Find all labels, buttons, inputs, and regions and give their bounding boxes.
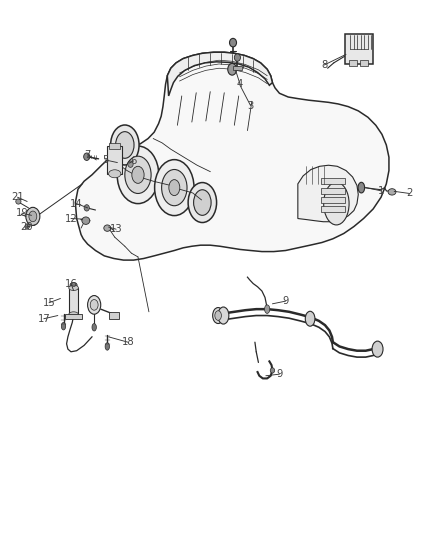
Text: 20: 20 bbox=[20, 222, 32, 232]
Ellipse shape bbox=[116, 132, 134, 158]
Text: 18: 18 bbox=[122, 337, 134, 347]
Text: 15: 15 bbox=[42, 298, 56, 308]
Text: 7: 7 bbox=[85, 150, 91, 159]
Ellipse shape bbox=[194, 190, 211, 215]
Polygon shape bbox=[75, 52, 389, 260]
Bar bbox=[349, 60, 357, 66]
Bar bbox=[360, 60, 368, 66]
Text: 8: 8 bbox=[321, 60, 327, 70]
Bar bbox=[65, 314, 82, 319]
Ellipse shape bbox=[372, 341, 383, 357]
Ellipse shape bbox=[69, 285, 78, 290]
Bar bbox=[345, 34, 373, 63]
Ellipse shape bbox=[104, 225, 111, 231]
Ellipse shape bbox=[305, 311, 315, 326]
Text: 1: 1 bbox=[378, 186, 384, 196]
Ellipse shape bbox=[162, 169, 187, 206]
Ellipse shape bbox=[117, 146, 159, 204]
Ellipse shape bbox=[110, 125, 139, 165]
Ellipse shape bbox=[228, 63, 237, 75]
Bar bbox=[107, 146, 122, 174]
Polygon shape bbox=[298, 165, 358, 222]
Ellipse shape bbox=[188, 182, 217, 223]
Text: 5: 5 bbox=[102, 155, 108, 165]
Text: 19: 19 bbox=[15, 208, 28, 218]
Ellipse shape bbox=[109, 169, 121, 178]
Ellipse shape bbox=[25, 224, 29, 229]
Ellipse shape bbox=[69, 312, 78, 317]
Text: 6: 6 bbox=[131, 156, 137, 166]
Text: 17: 17 bbox=[37, 314, 50, 324]
Bar bbox=[110, 143, 120, 149]
Bar bbox=[109, 312, 119, 319]
Text: 4: 4 bbox=[237, 79, 243, 89]
Ellipse shape bbox=[29, 211, 37, 222]
Bar bbox=[69, 288, 78, 314]
Ellipse shape bbox=[213, 308, 223, 324]
Bar bbox=[321, 197, 345, 203]
Ellipse shape bbox=[16, 199, 21, 204]
Text: 9: 9 bbox=[283, 296, 289, 306]
Ellipse shape bbox=[92, 324, 96, 331]
Ellipse shape bbox=[388, 189, 396, 195]
Ellipse shape bbox=[84, 205, 89, 211]
Text: 3: 3 bbox=[247, 101, 254, 110]
Ellipse shape bbox=[270, 368, 275, 373]
Text: 21: 21 bbox=[11, 192, 24, 202]
Ellipse shape bbox=[88, 295, 101, 314]
Ellipse shape bbox=[70, 282, 77, 288]
Text: 16: 16 bbox=[64, 279, 78, 288]
Ellipse shape bbox=[155, 160, 194, 215]
Ellipse shape bbox=[61, 322, 66, 330]
Bar bbox=[321, 188, 345, 194]
Ellipse shape bbox=[82, 217, 90, 224]
Ellipse shape bbox=[90, 300, 98, 310]
Ellipse shape bbox=[230, 38, 237, 47]
Text: 2: 2 bbox=[406, 189, 413, 198]
Bar bbox=[321, 178, 345, 184]
Ellipse shape bbox=[84, 153, 90, 160]
Text: 9: 9 bbox=[276, 369, 283, 379]
Ellipse shape bbox=[125, 156, 151, 193]
Ellipse shape bbox=[26, 207, 40, 225]
Ellipse shape bbox=[358, 182, 364, 193]
Ellipse shape bbox=[128, 161, 133, 167]
Ellipse shape bbox=[218, 307, 229, 324]
Ellipse shape bbox=[105, 343, 110, 350]
Text: 14: 14 bbox=[71, 199, 83, 208]
Ellipse shape bbox=[234, 54, 240, 61]
Text: 13: 13 bbox=[110, 224, 122, 234]
Bar bbox=[321, 206, 345, 212]
Text: 12: 12 bbox=[64, 214, 78, 223]
Polygon shape bbox=[167, 52, 272, 96]
Ellipse shape bbox=[169, 180, 180, 196]
Bar bbox=[233, 66, 242, 70]
Ellipse shape bbox=[324, 182, 349, 225]
Ellipse shape bbox=[265, 305, 270, 313]
Ellipse shape bbox=[215, 311, 221, 320]
Ellipse shape bbox=[132, 166, 144, 183]
